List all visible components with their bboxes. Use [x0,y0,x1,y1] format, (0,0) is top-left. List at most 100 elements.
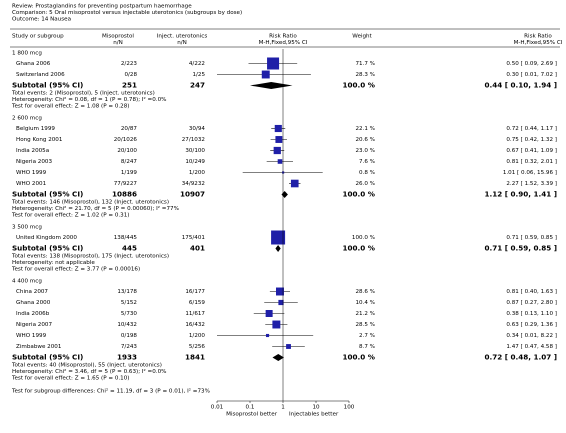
subtotal-name: Subtotal (95% CI) [12,244,83,253]
weight: 22.1 % [355,126,375,132]
group-title: 1 800 mcg [12,51,42,57]
note: Heterogeneity: not applicable [12,260,95,266]
weight: 100.0 % [352,235,375,241]
weight: 10.4 % [355,300,375,306]
effect-square [273,146,281,155]
weight: 71.7 % [355,61,375,67]
note: Heterogeneity: Chi² = 21.70, df = 5 (P =… [12,205,179,212]
ci-text: 0.81 [ 0.40, 1.63 ] [506,289,557,295]
x-tick-label: 0.1 [246,405,255,411]
subtotal-name: Subtotal (95% CI) [12,81,83,90]
ctrl-events: 4/222 [189,61,205,67]
subtotal-weight: 100.0 % [343,244,375,253]
study-name: Nigeria 2003 [16,159,52,165]
note: Test for overall effect: Z = 1.02 (P = 0… [11,213,129,219]
effect-square [265,310,273,317]
exp-events: 10/432 [117,322,137,328]
effect-square [267,57,280,70]
exp-events: 8/247 [121,159,138,165]
ci-text: 0.50 [ 0.09, 2.69 ] [506,61,557,67]
study-name: Switzerland 2006 [16,72,65,78]
study-name: India 2006b [16,311,50,317]
subtotal-exp: 251 [122,81,137,90]
group-title: 2 600 mcg [12,116,42,122]
subtotal-name: Subtotal (95% CI) [12,353,83,362]
study-name: WHO 2001 [16,181,47,187]
col-ci-sub: M-H,Fixed,95% CI [514,40,563,46]
exp-events: 1/199 [121,170,138,176]
x-tick-label: 100 [344,405,355,411]
col-plot: Risk Ratio [269,34,297,40]
exp-events: 20/100 [117,148,137,154]
note: Total events: 2 (Misoprostol), 5 (Inject… [11,91,155,97]
ctrl-events: 5/256 [189,344,206,350]
col-study: Study or subgroup [12,34,64,40]
col-weight: Weight [352,34,372,40]
note: Test for overall effect: Z = 1.08 (P = 0… [11,104,129,110]
exp-events: 77/9227 [114,181,138,187]
exp-events: 20/1026 [114,137,138,143]
study-name: Ghana 2000 [16,300,51,306]
col-exp-sub: n/N [113,40,123,46]
outcome: Outcome: 14 Nausea [12,17,71,23]
effect-square [271,230,286,245]
ctrl-events: 27/1032 [182,137,205,143]
subgroup-test: Test for subgroup differences: Chi² = 11… [11,388,210,395]
subtotal-weight: 100.0 % [343,81,375,90]
subtotal-exp: 10886 [112,190,137,199]
pooled-diamond [275,245,281,252]
ctrl-events: 1/200 [189,170,206,176]
weight: 2.7 % [359,333,375,339]
ctrl-events: 16/177 [185,289,205,295]
subtotal-weight: 100.0 % [343,190,375,199]
ci-text: 1.01 [ 0.06, 15.96 ] [503,170,557,176]
col-exp: Misoprostol [102,34,134,40]
ci-text: 0.30 [ 0.01, 7.02 ] [506,72,557,78]
note: Total events: 138 (Misoprostol), 175 (In… [11,254,169,260]
ci-text: 0.34 [ 0.01, 8.22 ] [506,333,557,339]
subtotal-name: Subtotal (95% CI) [12,190,83,199]
weight: 28.6 % [355,289,375,295]
x-tick-label: 10 [312,405,320,411]
pooled-diamond [250,82,293,89]
effect-square [290,179,299,188]
ci-text: 0.81 [ 0.32, 2.01 ] [506,159,557,165]
exp-events: 2/223 [121,61,138,67]
ctrl-events: 1/25 [192,72,205,78]
group-title: 4 400 mcg [12,279,42,285]
subtotal-ctrl: 1841 [185,353,205,362]
study-name: India 2005a [16,148,49,154]
effect-square [277,159,283,164]
exp-events: 20/87 [121,126,138,132]
weight: 21.2 % [355,311,375,317]
subtotal-ctrl: 401 [190,244,205,253]
x-left-label: Misoprostol better [226,412,278,418]
subtotal-weight: 100.0 % [343,353,375,362]
note: Total events: 40 (Misoprostol), 55 (Inje… [11,363,162,369]
effect-square [286,344,291,349]
study-name: China 2007 [16,289,48,295]
subtotal-ctrl: 10907 [180,190,205,199]
ci-text: 2.27 [ 1.52, 3.39 ] [506,181,557,187]
col-ci: Risk Ratio [524,34,552,40]
weight: 20.6 % [355,137,375,143]
exp-events: 13/178 [117,289,137,295]
study-name: Zimbabwe 2001 [16,344,62,350]
weight: 7.6 % [359,159,375,165]
ci-text: 0.38 [ 0.13, 1.10 ] [506,311,557,317]
ctrl-events: 10/249 [185,159,205,165]
ci-text: 0.87 [ 0.27, 2.80 ] [506,300,557,306]
ci-text: 0.71 [ 0.59, 0.85 ] [506,235,557,241]
ctrl-events: 16/432 [185,322,205,328]
subtotal-ci: 1.12 [ 0.90, 1.41 ] [484,190,557,199]
ci-text: 0.63 [ 0.29, 1.36 ] [506,322,557,328]
note: Test for overall effect: Z = 1.65 (P = 0… [11,376,129,382]
study-name: United Kingdom 2000 [16,235,77,241]
note: Heterogeneity: Chi² = 0.08, df = 1 (P = … [12,96,166,103]
note: Heterogeneity: Chi² = 3.46, df = 5 (P = … [12,368,166,375]
study-name: Belgium 1999 [16,126,55,132]
exp-events: 0/198 [121,333,138,339]
weight: 8.7 % [359,344,375,350]
note: Test for overall effect: Z = 3.77 (P = 0… [11,267,140,273]
